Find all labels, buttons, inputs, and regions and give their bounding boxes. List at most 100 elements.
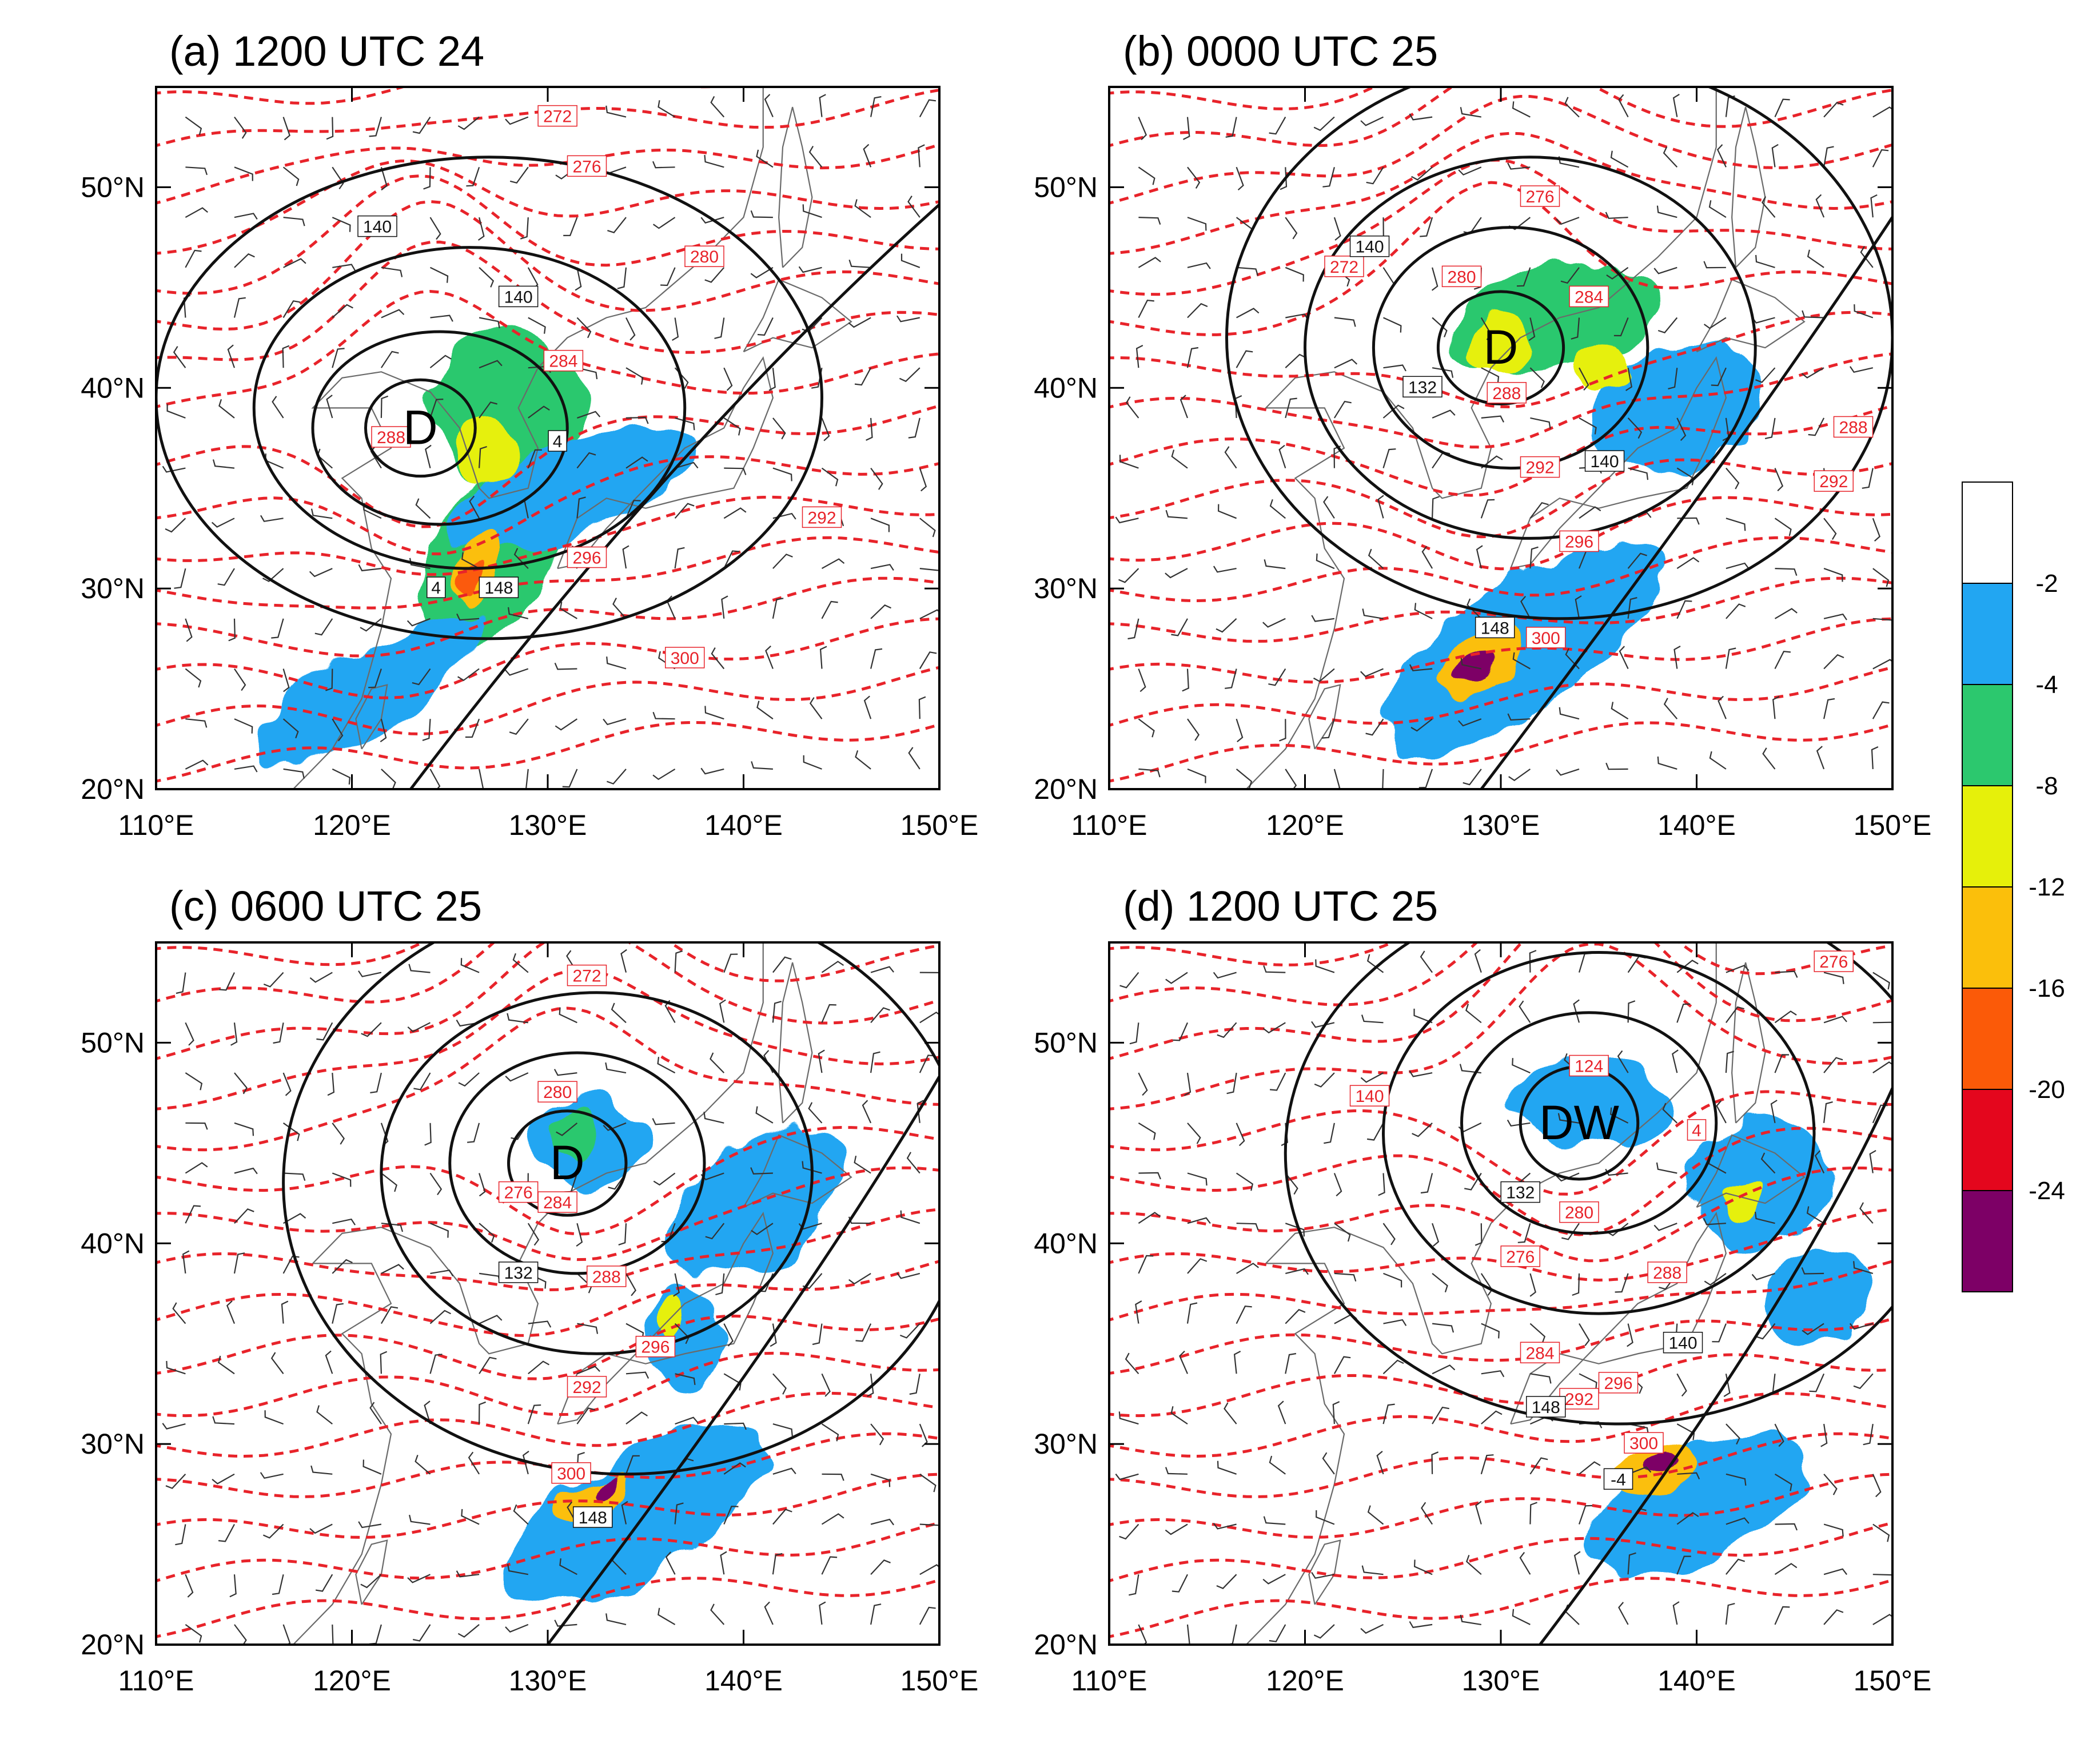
wind-barb <box>1556 1172 1580 1182</box>
wind-barb <box>185 618 193 642</box>
contour-label: 280 <box>543 1083 572 1102</box>
wind-barb <box>809 697 823 719</box>
lon-tick-label: 150°E <box>1854 1665 1932 1697</box>
contour-label-box <box>357 215 397 237</box>
theta-contour <box>1109 1208 1892 1282</box>
wind-barb <box>1360 1623 1384 1634</box>
wind-barb <box>652 161 675 169</box>
wind-barb <box>282 345 290 368</box>
wind-barb <box>1460 107 1481 118</box>
wind-barb <box>1432 1323 1455 1333</box>
wind-barb <box>507 1013 528 1024</box>
wind-barb <box>1676 1423 1695 1440</box>
wind-barb <box>821 1513 844 1525</box>
map-area: 276 140 124 4 280 276 288 284 296 292 300 132 140 148… <box>1109 942 1892 1645</box>
wind-barb <box>1704 1273 1727 1286</box>
wind-barb <box>821 1373 831 1397</box>
wind-barb <box>870 1603 882 1625</box>
wind-barb <box>282 1255 300 1274</box>
lon-tick-label: 150°E <box>1854 809 1932 841</box>
map-area: 272 280 276 284 288 296 292 300 132 148 D <box>156 942 939 1645</box>
wind-barb <box>1627 1552 1636 1575</box>
wind-barb <box>576 1223 583 1247</box>
wind-barb <box>174 568 186 589</box>
wind-barb <box>1726 562 1750 570</box>
wind-barb <box>1751 317 1775 324</box>
wind-barb <box>1217 504 1237 519</box>
wind-barb <box>1432 496 1440 519</box>
contour-label-box <box>567 546 607 568</box>
wind-barb <box>1323 496 1335 519</box>
wind-barb <box>618 1223 627 1245</box>
wind-barb <box>772 956 792 973</box>
shaded-region <box>447 428 688 548</box>
wind-barb <box>1413 1008 1433 1024</box>
contour-label-box <box>1603 1468 1633 1490</box>
wind-barb <box>1508 769 1531 782</box>
lat-tick-label: 30°N <box>1034 572 1098 604</box>
wind-barb <box>1432 1223 1440 1247</box>
wind-barb <box>798 266 822 273</box>
theta-contour <box>1109 496 1892 571</box>
wind-barb <box>1119 972 1139 989</box>
contour-label: 276 <box>1525 188 1554 206</box>
wind-barb <box>553 1069 577 1076</box>
wind-barb <box>555 718 578 731</box>
shading-layer <box>505 1099 843 1605</box>
coastline <box>557 1211 774 1425</box>
contour-label-box <box>1520 456 1560 478</box>
wind-barb <box>1333 769 1341 789</box>
wind-barb <box>751 761 773 770</box>
wind-barb <box>479 267 495 288</box>
wind-barb <box>625 367 644 385</box>
wind-barb <box>1557 1113 1580 1124</box>
theta-contour <box>1109 1521 1892 1583</box>
lon-tick-label: 110°E <box>118 809 194 841</box>
contour-label-box <box>1624 1432 1664 1454</box>
wind-barb <box>468 1451 480 1475</box>
wind-barb <box>755 1106 774 1124</box>
contour-label-box <box>551 1462 591 1484</box>
wind-barb <box>1421 1502 1433 1525</box>
theta-contour <box>156 455 939 556</box>
wind-barb <box>1138 1255 1154 1274</box>
wind-barb <box>1528 317 1536 341</box>
lat-tick-label: 30°N <box>81 1428 145 1460</box>
theta-contours <box>1109 942 1892 1638</box>
theta-contour <box>1109 87 1892 148</box>
wind-barb <box>509 718 529 735</box>
wind-barb <box>772 598 784 619</box>
wind-barb <box>362 1459 382 1475</box>
wind-barb <box>407 1022 431 1033</box>
lon-tick-label: 120°E <box>1266 1665 1344 1697</box>
wind-barb <box>603 718 627 726</box>
wind-barb <box>1560 267 1580 284</box>
contour-label: 300 <box>1532 629 1560 648</box>
axes: 110°E 120°E 130°E 140°E 150°E 20°N 30°N 40°N 50°… <box>81 941 978 1697</box>
wind-barb <box>422 719 431 741</box>
wind-barb <box>1725 647 1736 669</box>
theta-contour <box>156 721 939 783</box>
wind-barb <box>855 1323 872 1342</box>
wind-barb <box>1512 652 1531 670</box>
wind-barb <box>326 395 333 419</box>
low-center-label: DW <box>1539 1096 1619 1149</box>
wind-barb <box>1383 1319 1407 1326</box>
contour-label-box <box>1663 1331 1703 1354</box>
wind-barb <box>327 1073 335 1096</box>
wind-barb <box>176 972 186 994</box>
wind-barb <box>332 1172 352 1187</box>
wind-barb <box>559 1007 577 1024</box>
wind-barb <box>1366 1123 1384 1141</box>
wind-barb <box>607 217 627 233</box>
contour-label: 284 <box>543 1193 572 1212</box>
contour-label-box <box>567 1376 607 1398</box>
wind-barb <box>185 249 202 268</box>
wind-barb <box>1361 1014 1384 1024</box>
lon-tick-label: 140°E <box>1657 809 1736 841</box>
wind-barb <box>1606 266 1629 280</box>
wind-barb <box>218 1523 235 1542</box>
wind-barb <box>1115 1473 1139 1481</box>
wind-barb <box>772 1373 787 1395</box>
contour-label: 140 <box>1668 1334 1697 1353</box>
